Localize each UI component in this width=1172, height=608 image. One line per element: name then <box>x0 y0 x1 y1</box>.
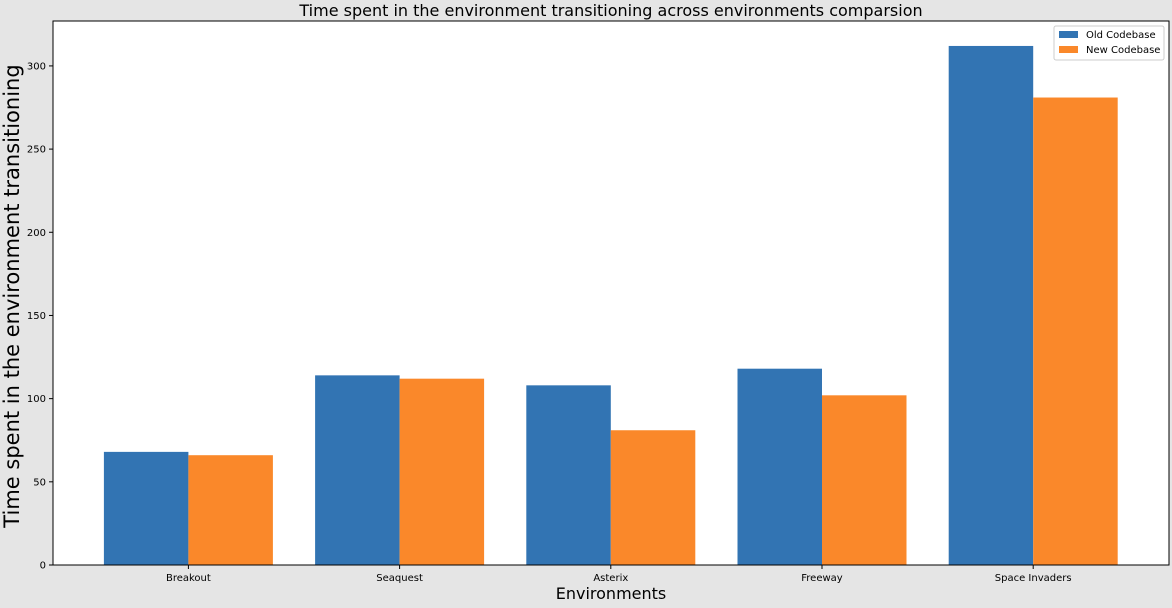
legend-swatch-old <box>1059 31 1078 38</box>
y-tick-label: 150 <box>27 311 46 322</box>
legend-box <box>1053 25 1165 61</box>
y-tick-label: 300 <box>27 61 46 72</box>
y-tick-label: 0 <box>40 561 46 572</box>
y-axis-ticks: 0 50 100 150 200 250 300 <box>27 61 53 572</box>
legend: Old Codebase New Codebase <box>1053 25 1165 61</box>
bar-new-freeway <box>822 395 907 565</box>
y-tick-label: 250 <box>27 145 46 156</box>
bar-new-seaquest <box>399 378 485 565</box>
x-tick-label: Seaquest <box>376 573 423 584</box>
bar-old-seaquest <box>315 375 400 565</box>
x-tick-label: Breakout <box>166 573 211 584</box>
bar-new-space-invaders <box>1033 97 1118 565</box>
y-axis-label: Time spent in the environment transition… <box>0 64 24 528</box>
x-axis-label: Environments <box>556 584 667 603</box>
y-tick-label: 50 <box>33 477 46 488</box>
legend-swatch-new <box>1059 46 1078 53</box>
legend-label-old: Old Codebase <box>1086 30 1156 41</box>
bar-old-freeway <box>737 368 822 565</box>
x-tick-label: Freeway <box>801 573 843 584</box>
y-tick-label: 200 <box>27 228 46 239</box>
x-tick-label: Space Invaders <box>995 573 1072 584</box>
bars-group <box>103 45 1118 566</box>
x-tick-label: Asterix <box>593 573 628 584</box>
y-tick-label: 100 <box>27 394 46 405</box>
legend-label-new: New Codebase <box>1086 45 1160 56</box>
bar-old-asterix <box>526 385 611 565</box>
x-axis-ticks: Breakout Seaquest Asterix Freeway Space Inva… <box>166 565 1072 584</box>
bar-old-space-invaders <box>948 45 1034 566</box>
bar-new-breakout <box>188 455 273 565</box>
bar-new-asterix <box>610 430 696 565</box>
bar-old-breakout <box>103 451 189 565</box>
plot-frame <box>52 20 1170 566</box>
chart-title: Time spent in the environment transition… <box>298 1 922 20</box>
